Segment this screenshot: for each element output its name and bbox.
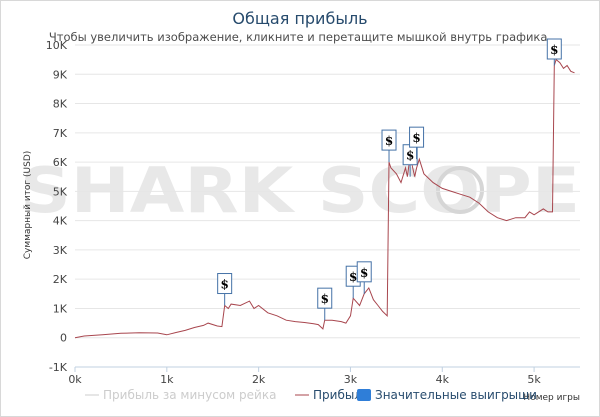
y-tick-label: 3K bbox=[53, 244, 68, 257]
flag-box bbox=[356, 261, 372, 283]
flag-label: $ bbox=[406, 149, 414, 163]
flag-label: $ bbox=[412, 131, 420, 145]
legend-label: Прибыль bbox=[313, 388, 369, 402]
x-tick-label: 2k bbox=[252, 373, 266, 386]
flag-box bbox=[317, 287, 333, 309]
big-win-flag[interactable]: $ bbox=[317, 287, 333, 321]
big-win-flag[interactable]: $ bbox=[381, 129, 397, 163]
flag-label: $ bbox=[220, 278, 228, 292]
legend-label: Прибыль за минусом рейка bbox=[103, 388, 276, 402]
flag-label: $ bbox=[550, 43, 558, 57]
chart-title: Общая прибыль bbox=[232, 9, 368, 28]
y-tick-label: 2K bbox=[53, 273, 68, 286]
y-tick-label: 4K bbox=[53, 215, 68, 228]
flag-box bbox=[409, 126, 425, 148]
x-tick-label: 5k bbox=[527, 373, 541, 386]
x-tick-label: 3k bbox=[344, 373, 358, 386]
profit-series-line[interactable] bbox=[74, 58, 575, 339]
x-tick-label: 4k bbox=[436, 373, 450, 386]
big-win-flag[interactable]: $ bbox=[356, 261, 372, 294]
watermark-text: SHARK SCOPE bbox=[20, 154, 580, 227]
flag-box bbox=[217, 273, 233, 295]
x-tick-label: 0k bbox=[68, 373, 82, 386]
big-win-flag[interactable]: $ bbox=[409, 126, 425, 160]
big-win-flag[interactable]: $ bbox=[217, 273, 233, 306]
y-axis-title: Суммарный итог (USD) bbox=[23, 151, 33, 260]
x-axis-title: Номер игры bbox=[523, 393, 580, 403]
flag-box bbox=[381, 129, 397, 151]
flag-label: $ bbox=[349, 270, 357, 284]
y-tick-label: 6K bbox=[53, 156, 68, 169]
big-win-flag[interactable]: $ bbox=[546, 38, 562, 66]
flag-label: $ bbox=[385, 134, 393, 148]
chart-subtitle: Чтобы увеличить изображение, кликните и … bbox=[48, 30, 552, 44]
x-tick-label: 1k bbox=[160, 373, 174, 386]
y-tick-label: 10K bbox=[46, 39, 68, 52]
y-tick-label: 1K bbox=[53, 302, 68, 315]
y-tick-label: 7K bbox=[53, 127, 68, 140]
flag-label: $ bbox=[360, 266, 368, 280]
y-tick-label: 9K bbox=[53, 68, 68, 81]
legend-item[interactable]: Прибыль bbox=[295, 388, 369, 402]
flag-label: $ bbox=[321, 292, 329, 306]
legend-item[interactable]: Прибыль за минусом рейка bbox=[85, 388, 276, 402]
y-tick-label: 0 bbox=[60, 332, 67, 345]
legend-label: Значительные выигрыши bbox=[375, 388, 537, 402]
y-tick-label: 5K bbox=[53, 185, 68, 198]
legend-item[interactable]: Значительные выигрыши bbox=[357, 388, 537, 402]
y-tick-label: -1K bbox=[49, 361, 68, 374]
legend-swatch bbox=[357, 389, 371, 401]
watermark-scope-icon bbox=[436, 166, 484, 214]
y-tick-label: 8K bbox=[53, 98, 68, 111]
flag-box bbox=[546, 38, 562, 60]
